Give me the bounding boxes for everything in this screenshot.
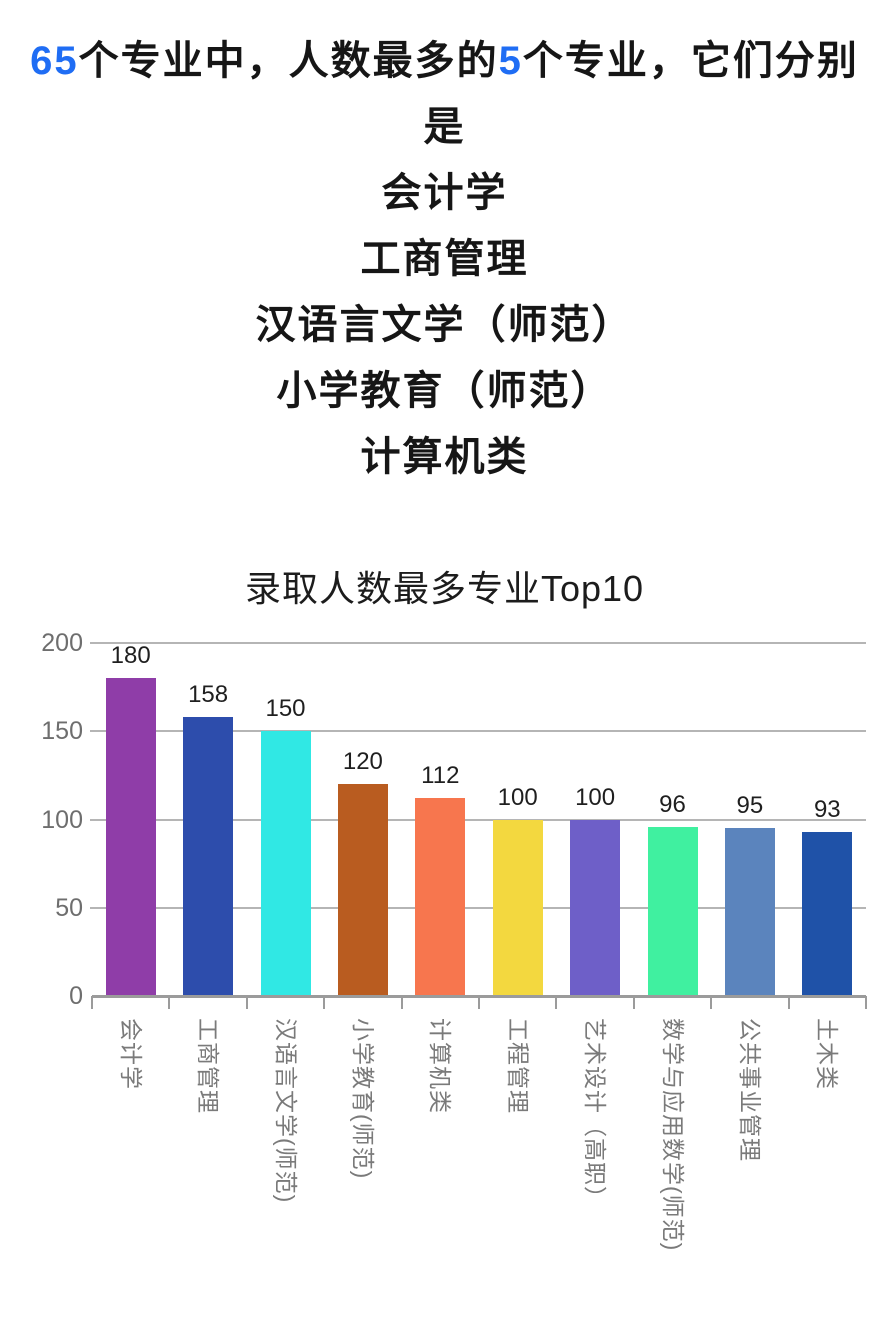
bar-value-label: 180 <box>110 642 151 670</box>
bar <box>724 828 775 996</box>
category-label: 数学与应用数学(师范) <box>659 1018 686 1252</box>
gridline <box>90 818 866 821</box>
bar-value-label: 150 <box>265 695 306 723</box>
bar <box>183 717 234 996</box>
gridline <box>90 906 866 909</box>
headline-line-1: 65个专业中，人数最多的5个专业，它们分别 <box>0 28 889 94</box>
category-label: 小学教育(师范) <box>349 1018 376 1180</box>
category-label: 土木类 <box>814 1018 841 1090</box>
category-label: 公共事业管理 <box>736 1018 763 1162</box>
bar-value-label: 100 <box>575 783 616 811</box>
chart-title: 录取人数最多专业Top10 <box>244 568 645 609</box>
category-label: 计算机类 <box>427 1018 454 1114</box>
major-list-item-1: 会计学 <box>381 171 508 215</box>
bar-value-label: 100 <box>497 783 538 811</box>
headline-segment-1: 个专业中，人数最多的 <box>78 39 499 83</box>
x-axis-tick <box>710 996 713 1009</box>
bar-value-label: 158 <box>188 681 229 709</box>
x-axis-tick <box>865 996 867 1009</box>
x-axis-tick <box>478 996 480 1009</box>
bar-value-label: 93 <box>813 795 841 823</box>
y-axis-tick-label: 150 <box>41 717 83 746</box>
category-label: 会计学 <box>117 1018 144 1090</box>
bar <box>802 831 853 996</box>
bar <box>337 784 388 996</box>
bar-value-label: 96 <box>659 790 686 818</box>
x-axis-tick <box>787 996 790 1009</box>
x-axis-line <box>92 995 866 998</box>
bar <box>105 678 156 996</box>
x-axis-tick <box>323 996 326 1009</box>
category-label: 艺术设计（高职） <box>582 1018 609 1210</box>
x-axis-tick <box>168 996 171 1009</box>
major-list-item-3: 汉语言文学（师范） <box>255 303 634 347</box>
y-axis-tick-label: 0 <box>69 982 83 1010</box>
bar-value-label: 120 <box>342 748 383 776</box>
category-label: 工商管理 <box>195 1018 222 1114</box>
bar <box>570 819 621 996</box>
category-label: 汉语言文学(师范) <box>272 1018 299 1204</box>
gridline <box>90 642 866 644</box>
bar <box>492 819 543 996</box>
major-list-item-2: 工商管理 <box>360 237 529 281</box>
y-axis-tick-label: 100 <box>41 805 83 834</box>
y-axis-tick-label: 200 <box>41 629 83 657</box>
gridline <box>90 730 866 733</box>
headline-block: 65个专业中，人数最多的5个专业，它们分别 是 会计学 工商管理 汉语言文学（师… <box>0 28 889 490</box>
headline-segment-2: 个专业，它们分别 <box>522 39 859 83</box>
x-axis-tick <box>400 996 403 1009</box>
major-list-item-4: 小学教育（师范） <box>276 369 613 413</box>
total-majors-count: 65 <box>30 39 79 83</box>
x-axis-tick <box>245 996 248 1009</box>
bar-value-label: 95 <box>736 792 764 820</box>
x-axis-tick <box>555 996 558 1009</box>
category-label: 工程管理 <box>504 1018 531 1114</box>
bar-value-label: 112 <box>421 762 460 790</box>
y-axis-tick-label: 50 <box>55 893 83 922</box>
bar <box>415 798 466 996</box>
bar <box>260 731 311 996</box>
x-axis-tick <box>91 996 93 1009</box>
headline-line-2: 是 <box>423 105 466 149</box>
x-axis-tick <box>632 996 635 1009</box>
top-majors-count: 5 <box>498 39 523 83</box>
bar <box>647 826 698 996</box>
major-list-item-5: 计算机类 <box>360 435 529 479</box>
